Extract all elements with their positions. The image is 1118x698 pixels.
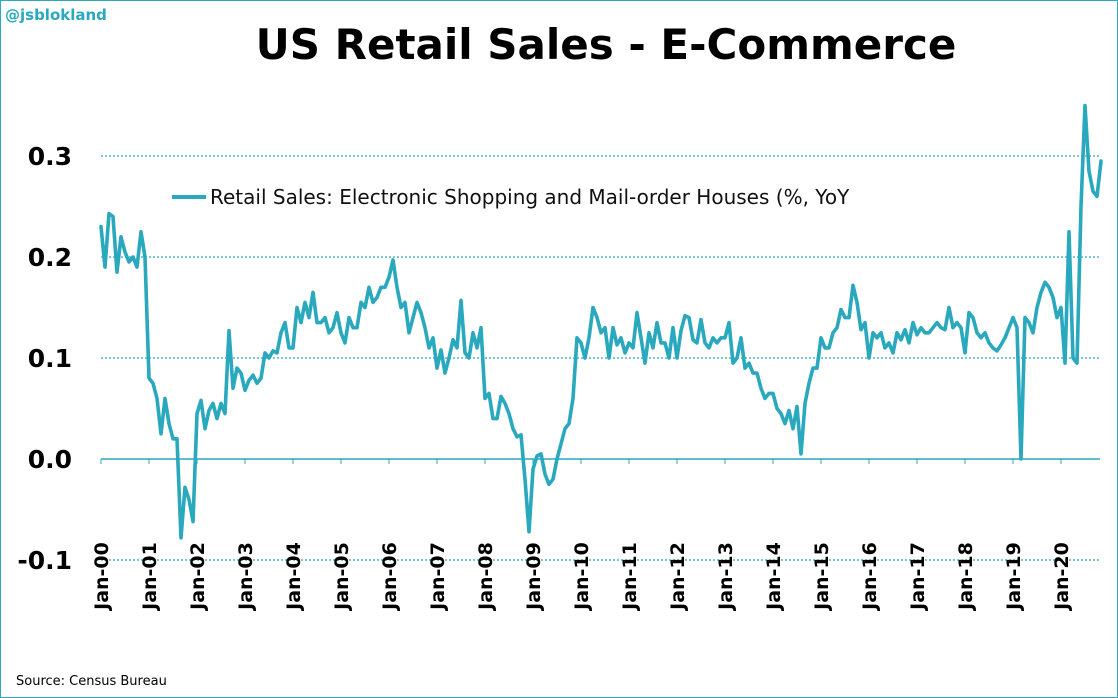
legend-label: Retail Sales: Electronic Shopping and Ma… bbox=[210, 185, 850, 209]
x-tick-label: Jan-17 bbox=[907, 542, 929, 612]
y-tick-label: 0.2 bbox=[28, 243, 72, 272]
x-tick-group: Jan-01 bbox=[139, 542, 161, 612]
gridlines bbox=[101, 155, 1100, 561]
x-tick-label: Jan-09 bbox=[523, 542, 545, 612]
x-tick-label: Jan-02 bbox=[187, 542, 209, 612]
x-tick-group: Jan-18 bbox=[955, 542, 977, 612]
x-tick-group: Jan-20 bbox=[1051, 542, 1073, 612]
x-tick-label: Jan-08 bbox=[475, 542, 497, 612]
x-tick-group: Jan-04 bbox=[283, 542, 305, 612]
x-tick-label: Jan-04 bbox=[283, 542, 305, 612]
x-tick-group: Jan-05 bbox=[331, 542, 353, 612]
x-tick-group: Jan-06 bbox=[379, 542, 401, 612]
y-tick-label: 0.0 bbox=[28, 445, 72, 474]
x-tick-label: Jan-11 bbox=[619, 542, 641, 612]
x-tick-group: Jan-15 bbox=[811, 542, 833, 612]
x-tick-group: Jan-02 bbox=[187, 542, 209, 612]
x-tick-label: Jan-01 bbox=[139, 542, 161, 612]
series-layer bbox=[99, 103, 1103, 540]
x-tick-label: Jan-18 bbox=[955, 542, 977, 612]
x-tick-label: Jan-10 bbox=[571, 542, 593, 612]
x-tick-label: Jan-03 bbox=[235, 542, 257, 612]
x-tick-group: Jan-08 bbox=[475, 542, 497, 612]
x-tick-label: Jan-14 bbox=[763, 542, 785, 612]
x-tick-label: Jan-20 bbox=[1051, 542, 1073, 612]
x-tick-group: Jan-13 bbox=[715, 542, 737, 612]
x-tick-label: Jan-15 bbox=[811, 542, 833, 612]
legend: Retail Sales: Electronic Shopping and Ma… bbox=[172, 185, 850, 209]
x-tick-group: Jan-12 bbox=[667, 542, 689, 612]
author-handle: @jsblokland bbox=[5, 6, 107, 24]
y-tick-label: 0.1 bbox=[28, 344, 72, 373]
x-tick-label: Jan-06 bbox=[379, 542, 401, 612]
x-tick-label: Jan-05 bbox=[331, 542, 353, 612]
x-tick-label: Jan-16 bbox=[859, 542, 881, 612]
x-tick-label: Jan-07 bbox=[427, 542, 449, 612]
x-tick-label: Jan-19 bbox=[1003, 542, 1025, 612]
x-tick-label: Jan-13 bbox=[715, 542, 737, 612]
x-tick-group: Jan-17 bbox=[907, 542, 929, 612]
x-tick-group: Jan-09 bbox=[523, 542, 545, 612]
x-tick-group: Jan-03 bbox=[235, 542, 257, 612]
y-axis-ticks: -0.1 0.0 0.1 0.2 0.3 bbox=[17, 142, 72, 575]
x-tick-group: Jan-00 bbox=[91, 542, 113, 612]
y-tick-label: 0.3 bbox=[28, 142, 72, 171]
x-axis-ticks: Jan-00 Jan-01 Jan-02 Jan-03 Jan-04 Jan-05 Jan-… bbox=[91, 459, 1073, 612]
x-tick-label: Jan-12 bbox=[667, 542, 689, 612]
x-tick-group: Jan-11 bbox=[619, 542, 641, 612]
x-tick-group: Jan-10 bbox=[571, 542, 593, 612]
y-tick-label: -0.1 bbox=[17, 546, 72, 575]
x-tick-group: Jan-07 bbox=[427, 542, 449, 612]
source-note: Source: Census Bureau bbox=[16, 674, 167, 689]
x-tick-group: Jan-14 bbox=[763, 542, 785, 612]
chart-title: US Retail Sales - E-Commerce bbox=[255, 20, 957, 69]
x-tick-label: Jan-00 bbox=[91, 542, 113, 612]
x-tick-group: Jan-19 bbox=[1003, 542, 1025, 612]
x-tick-group: Jan-16 bbox=[859, 542, 881, 612]
series-line bbox=[99, 103, 1103, 540]
